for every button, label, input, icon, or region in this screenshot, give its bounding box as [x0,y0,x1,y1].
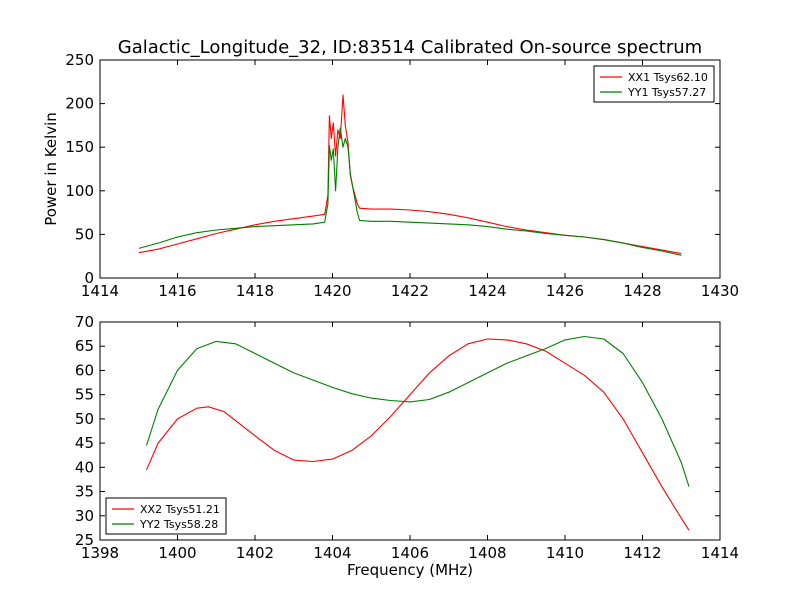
legend-box-top [593,65,715,103]
y-tick-label-bottom: 25 [75,531,94,549]
legend-box-bottom [105,497,227,535]
series-line-bottom-1 [145,338,690,531]
y-tick-label-bottom: 70 [75,313,94,331]
y-tick-label-top: 100 [65,182,94,200]
x-tick-label-bottom: 1414 [701,544,739,562]
y-tick-label-bottom: 30 [75,507,94,525]
x-tick-label-bottom: 1408 [468,544,506,562]
x-tick-label-bottom: 1400 [158,544,196,562]
y-tick-label-top: 150 [65,138,94,156]
y-tick-label-bottom: 60 [75,361,94,379]
y-tick-label-top: 50 [75,225,94,243]
x-tick-label-bottom: 1404 [313,544,351,562]
figure-title: Galactic_Longitude_32, ID:83514 Calibrat… [118,37,702,58]
x-tick-label-bottom: 1406 [391,544,429,562]
series-line-top-2 [138,127,682,256]
y-tick-label-bottom: 55 [75,386,94,404]
legend-label-bottom: YY2 Tsys58.28 [139,518,218,531]
y-tick-label-bottom: 40 [75,458,94,476]
x-tick-label-top: 1418 [236,282,274,300]
x-tick-label-top: 1420 [313,282,351,300]
legend-top: XX1 Tsys62.10 YY1 Tsys57.27 [593,65,715,103]
x-tick-label-top: 1416 [158,282,196,300]
x-tick-label-top: 1430 [701,282,739,300]
x-tick-label-top: 1424 [468,282,506,300]
legend-label-bottom: XX2 Tsys51.21 [140,503,220,516]
y-tick-label-bottom: 45 [75,434,94,452]
y-tick-label-bottom: 50 [75,410,94,428]
x-tick-label-top: 1414 [81,282,119,300]
legend-label-top: XX1 Tsys62.10 [628,71,708,84]
x-tick-label-bottom: 1398 [81,544,119,562]
chart-bottom: 1398 1400 1402 1404 1406 1408 1410 1412 1414 25 30… [75,313,739,579]
y-tick-label-bottom: 35 [75,483,94,501]
y-axis-label-top: Power in Kelvin [42,112,60,226]
y-tick-label-top: 0 [84,269,94,287]
chart-top: 1414 1416 1418 1420 1422 1424 1426 1428 1430 0 50 1… [42,51,739,300]
x-tick-label-bottom: 1410 [546,544,584,562]
legend-bottom: XX2 Tsys51.21 YY2 Tsys58.28 [105,497,227,535]
y-tick-label-bottom: 65 [75,337,94,355]
axes-layer: 1414 1416 1418 1420 1422 1424 1426 1428 14300501… [42,51,739,579]
y-tick-label-top: 250 [65,51,94,69]
x-tick-label-bottom: 1412 [623,544,661,562]
y-tick-label-top: 200 [65,95,94,113]
x-axis-label-bottom: Frequency (MHz) [347,561,473,579]
series-line-bottom-2 [145,335,690,487]
x-tick-label-top: 1428 [623,282,661,300]
x-tick-label-top: 1426 [546,282,584,300]
x-tick-label-bottom: 1402 [236,544,274,562]
x-tick-label-top: 1422 [391,282,429,300]
legend-label-top: YY1 Tsys57.27 [627,86,706,99]
